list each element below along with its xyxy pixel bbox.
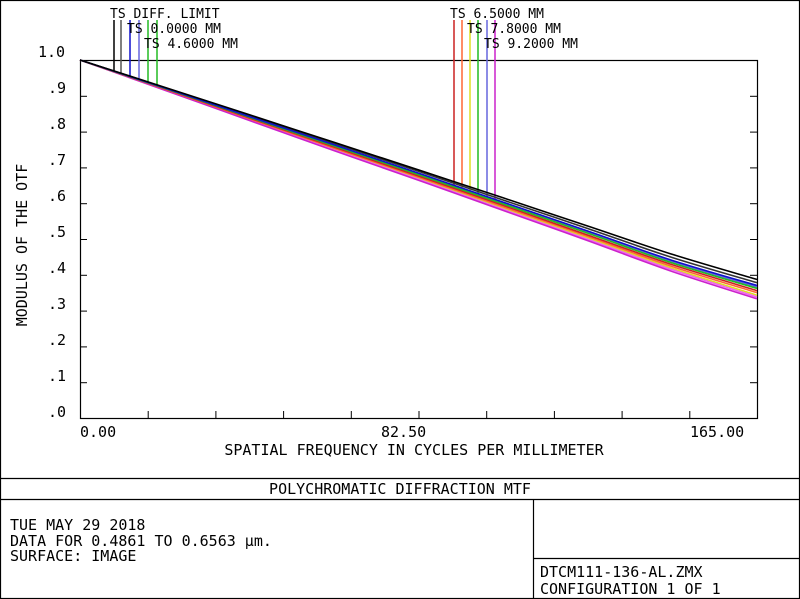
y-tick-label: .8 — [48, 115, 66, 133]
info-file: DTCM111-136-AL.ZMX — [540, 563, 703, 581]
mtf-curves — [79, 59, 758, 300]
y-tick-labels: 1.0 .9 .8 .7 .6 .5 .4 .3 .2 .1 .0 — [38, 43, 66, 421]
y-tick-label: .1 — [48, 367, 66, 385]
mtf-series-line — [79, 59, 758, 281]
legend-label: TS DIFF. LIMIT — [110, 7, 220, 22]
legend-label: TS 6.5000 MM — [450, 7, 544, 22]
chart-title: POLYCHROMATIC DIFFRACTION MTF — [269, 480, 531, 498]
axis-ticks — [80, 95, 757, 418]
info-block: TUE MAY 29 2018 DATA FOR 0.4861 TO 0.656… — [10, 516, 721, 598]
info-surface: SURFACE: IMAGE — [10, 547, 136, 565]
y-tick-label: .7 — [48, 151, 66, 169]
y-axis-label: MODULUS OF THE OTF — [13, 164, 31, 327]
y-tick-label: .4 — [48, 259, 66, 277]
info-date: TUE MAY 29 2018 — [10, 516, 145, 534]
legend: TS DIFF. LIMIT TS 0.0000 MM TS 4.6000 MM… — [110, 7, 578, 52]
x-tick-label: 0.00 — [80, 423, 116, 441]
x-axis-label: SPATIAL FREQUENCY IN CYCLES PER MILLIMET… — [224, 441, 604, 459]
legend-leaders — [113, 20, 496, 203]
y-tick-label: .5 — [48, 223, 66, 241]
legend-label: TS 4.6000 MM — [144, 37, 238, 52]
y-tick-label: .9 — [48, 79, 66, 97]
y-tick-label: .2 — [48, 331, 66, 349]
mtf-series-line — [79, 59, 758, 287]
x-tick-label: 165.00 — [690, 423, 744, 441]
info-data-range: DATA FOR 0.4861 TO 0.6563 µm. — [10, 532, 272, 550]
x-tick-labels: 0.00 82.50 165.00 — [80, 423, 744, 441]
y-tick-label: .6 — [48, 187, 66, 205]
y-tick-label: .0 — [48, 403, 66, 421]
y-tick-label: .3 — [48, 295, 66, 313]
info-configuration: CONFIGURATION 1 OF 1 — [540, 580, 721, 598]
y-tick-label: 1.0 — [38, 43, 65, 61]
plot-area — [79, 59, 759, 420]
legend-label: TS 0.0000 MM — [127, 22, 221, 37]
x-tick-label: 82.50 — [381, 423, 426, 441]
mtf-series-line — [79, 59, 758, 300]
legend-label: TS 7.8000 MM — [467, 22, 561, 37]
legend-label: TS 9.2000 MM — [484, 37, 578, 52]
